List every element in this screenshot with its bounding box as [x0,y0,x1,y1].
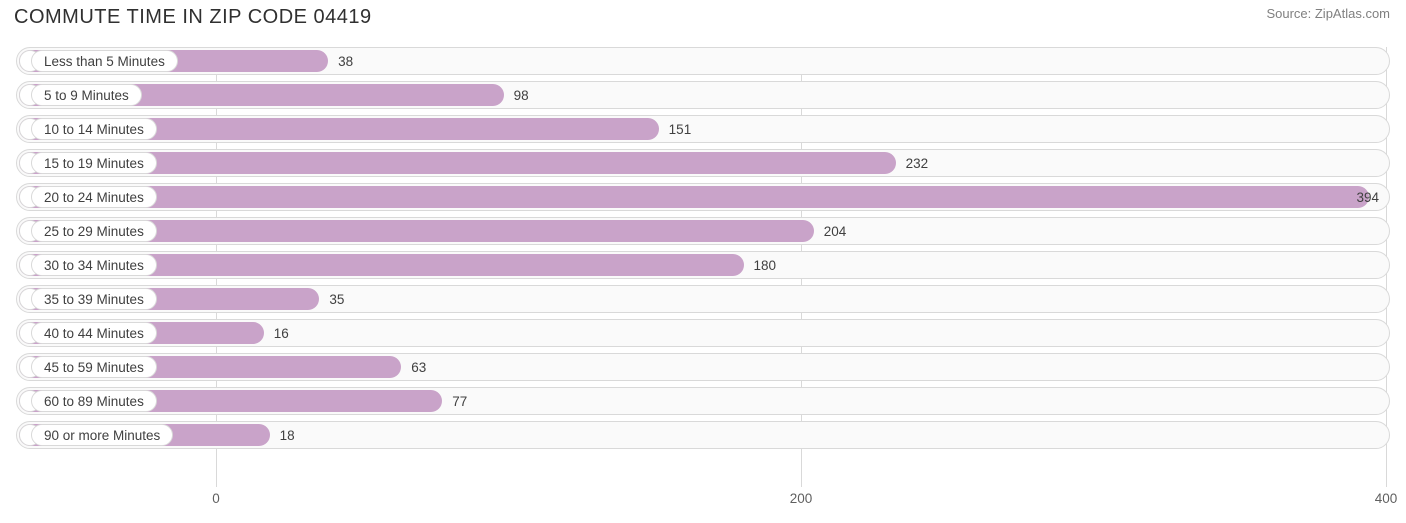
bar-row: 20 to 24 Minutes 394 [16,183,1390,211]
chart-header: COMMUTE TIME IN ZIP CODE 04419 Source: Z… [0,0,1406,29]
category-label: 45 to 59 Minutes [31,356,157,378]
x-axis: 0200400 [16,489,1390,513]
category-label: 35 to 39 Minutes [31,288,157,310]
bar-row: 10 to 14 Minutes 151 [16,115,1390,143]
axis-tick-label: 200 [790,491,813,506]
chart-container: COMMUTE TIME IN ZIP CODE 04419 Source: Z… [0,0,1406,523]
plot-area: Less than 5 Minutes 38 5 to 9 Minutes 98 10 … [16,47,1390,487]
category-label: Less than 5 Minutes [31,50,178,72]
bar-row: 60 to 89 Minutes 77 [16,387,1390,415]
category-label: 25 to 29 Minutes [31,220,157,242]
bar-row: 15 to 19 Minutes 232 [16,149,1390,177]
chart-title: COMMUTE TIME IN ZIP CODE 04419 [14,6,372,29]
value-label: 232 [906,150,929,176]
bar-row: 45 to 59 Minutes 63 [16,353,1390,381]
bar-row: 5 to 9 Minutes 98 [16,81,1390,109]
category-label: 5 to 9 Minutes [31,84,142,106]
value-label: 77 [452,388,467,414]
bar-row: Less than 5 Minutes 38 [16,47,1390,75]
value-label: 394 [1356,184,1379,210]
category-label: 15 to 19 Minutes [31,152,157,174]
value-label: 35 [329,286,344,312]
value-label: 98 [514,82,529,108]
category-label: 10 to 14 Minutes [31,118,157,140]
value-label: 180 [754,252,777,278]
axis-tick-label: 0 [212,491,220,506]
value-label: 38 [338,48,353,74]
category-label: 20 to 24 Minutes [31,186,157,208]
bar-row: 90 or more Minutes 18 [16,421,1390,449]
category-label: 30 to 34 Minutes [31,254,157,276]
category-label: 60 to 89 Minutes [31,390,157,412]
category-label: 40 to 44 Minutes [31,322,157,344]
bar-row: 40 to 44 Minutes 16 [16,319,1390,347]
bars-group: Less than 5 Minutes 38 5 to 9 Minutes 98 10 … [16,47,1390,487]
bar-fill [19,186,1369,208]
axis-tick-label: 400 [1375,491,1398,506]
bar-row: 30 to 34 Minutes 180 [16,251,1390,279]
bar-row: 25 to 29 Minutes 204 [16,217,1390,245]
category-label: 90 or more Minutes [31,424,173,446]
value-label: 151 [669,116,692,142]
value-label: 16 [274,320,289,346]
value-label: 204 [824,218,847,244]
bar-row: 35 to 39 Minutes 35 [16,285,1390,313]
value-label: 18 [280,422,295,448]
value-label: 63 [411,354,426,380]
chart-source: Source: ZipAtlas.com [1266,6,1390,21]
